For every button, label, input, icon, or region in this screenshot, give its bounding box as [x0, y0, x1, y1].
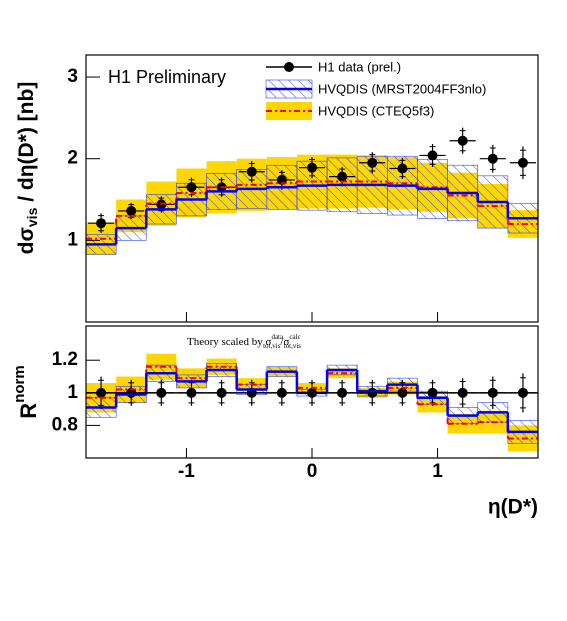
data-point [96, 218, 107, 229]
chart-title: H1 Preliminary [108, 67, 226, 87]
y-tick-label: 1 [67, 382, 78, 403]
legend: H1 data (prel.) HVQDIS (MRST2004FF3nlo) … [265, 59, 486, 120]
y-tick-label: 2 [67, 148, 78, 169]
annotation: Theory scaled by σdata tot,vis/σcalc tot,v… [187, 333, 301, 350]
y-label-rest: / dη(D*) [nb] [15, 82, 38, 208]
y-tick-label: 3 [67, 66, 78, 87]
x-tick-label: 1 [432, 461, 443, 482]
annotation-mid: /σ [280, 336, 289, 348]
data-point [126, 205, 137, 216]
data-point [427, 150, 438, 161]
x-tick-label: -1 [178, 461, 195, 482]
y-axis-label: dσvis / dη(D*) [nb] [15, 82, 40, 255]
data-point [457, 135, 468, 146]
annotation-sup: data [271, 333, 284, 341]
data-point [517, 157, 528, 168]
legend-label: HVQDIS (CTEQ5f3) [318, 103, 434, 118]
x-axis-label: η(D*) [488, 496, 538, 519]
ratio-label: Rnorm [11, 365, 41, 418]
data-point [397, 163, 408, 174]
legend-label: H1 data (prel.) [318, 59, 401, 74]
x-tick-label: 0 [307, 461, 318, 482]
data-point [337, 171, 348, 182]
data-point [246, 166, 257, 177]
annotation-sub: tot,vis [284, 342, 302, 350]
data-point [186, 182, 197, 193]
y-tick-label: 0.8 [52, 414, 78, 435]
data-point [307, 162, 317, 173]
annotation-text: Theory scaled by σ [187, 336, 271, 348]
data-point [487, 153, 498, 164]
y-label-sub: vis [24, 207, 40, 227]
y-tick-label: 1 [67, 229, 78, 250]
y-tick-label: 1.2 [52, 349, 78, 370]
data-point [367, 157, 378, 168]
annotation-sub: tot,vis [263, 342, 281, 350]
legend-marker [284, 62, 294, 72]
ratio-label-main: R [16, 403, 41, 419]
annotation-sup: calc [289, 333, 300, 341]
y-label-main: dσ [15, 227, 38, 254]
legend-label: HVQDIS (MRST2004FF3nlo) [318, 81, 486, 96]
ratio-label-sup: norm [11, 365, 28, 403]
